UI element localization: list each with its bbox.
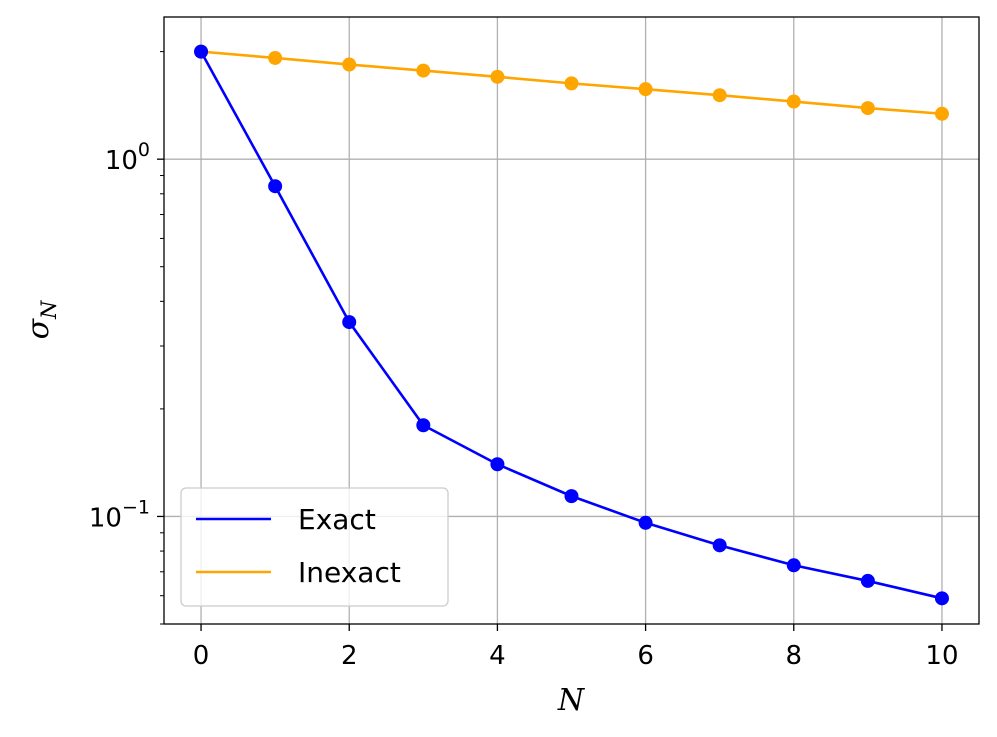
data-point-exact bbox=[268, 179, 283, 194]
data-point-exact bbox=[564, 489, 579, 504]
series-exact bbox=[194, 44, 949, 606]
y-tick-base: 10 bbox=[89, 503, 122, 533]
data-point-inexact bbox=[934, 106, 949, 121]
y-axis-label-main: σ bbox=[21, 317, 56, 339]
data-point-exact bbox=[342, 315, 357, 330]
x-tick-label: 10 bbox=[925, 641, 958, 671]
legend-label-exact: Exact bbox=[298, 503, 376, 536]
y-axis-label: σN bbox=[21, 300, 61, 339]
data-point-inexact bbox=[416, 63, 431, 78]
data-point-exact bbox=[638, 515, 653, 530]
x-tick-label: 8 bbox=[785, 641, 802, 671]
data-point-inexact bbox=[860, 101, 875, 116]
data-point-inexact bbox=[490, 69, 505, 84]
x-tick-label: 2 bbox=[341, 641, 358, 671]
data-point-exact bbox=[934, 591, 949, 606]
legend: Exact Inexact bbox=[180, 487, 449, 607]
y-tick-exponent: 0 bbox=[138, 139, 150, 161]
x-axis-label: N bbox=[557, 683, 586, 718]
series-layer bbox=[194, 44, 949, 606]
data-point-inexact bbox=[342, 57, 357, 72]
data-point-inexact bbox=[638, 82, 653, 97]
data-point-exact bbox=[416, 418, 431, 433]
y-tick-label: 10−1 bbox=[89, 496, 150, 533]
y-tick-base: 10 bbox=[105, 146, 138, 176]
plot-frame bbox=[163, 16, 980, 625]
series-inexact bbox=[194, 44, 949, 121]
data-point-exact bbox=[860, 573, 875, 588]
legend-box bbox=[180, 487, 449, 607]
data-point-exact bbox=[194, 44, 209, 59]
x-tick-label: 0 bbox=[193, 641, 210, 671]
x-tick-label: 4 bbox=[489, 641, 506, 671]
legend-label-inexact: Inexact bbox=[298, 556, 401, 589]
y-tick-label: 100 bbox=[105, 139, 150, 176]
data-point-inexact bbox=[712, 88, 727, 103]
data-point-inexact bbox=[786, 94, 801, 109]
x-tick-label: 6 bbox=[637, 641, 654, 671]
y-axis-label-subscript: N bbox=[37, 300, 61, 320]
y-tick-exponent: −1 bbox=[122, 496, 150, 518]
data-point-inexact bbox=[564, 76, 579, 91]
data-point-inexact bbox=[268, 50, 283, 65]
data-point-exact bbox=[786, 558, 801, 573]
data-point-exact bbox=[712, 538, 727, 553]
data-point-exact bbox=[490, 457, 505, 472]
